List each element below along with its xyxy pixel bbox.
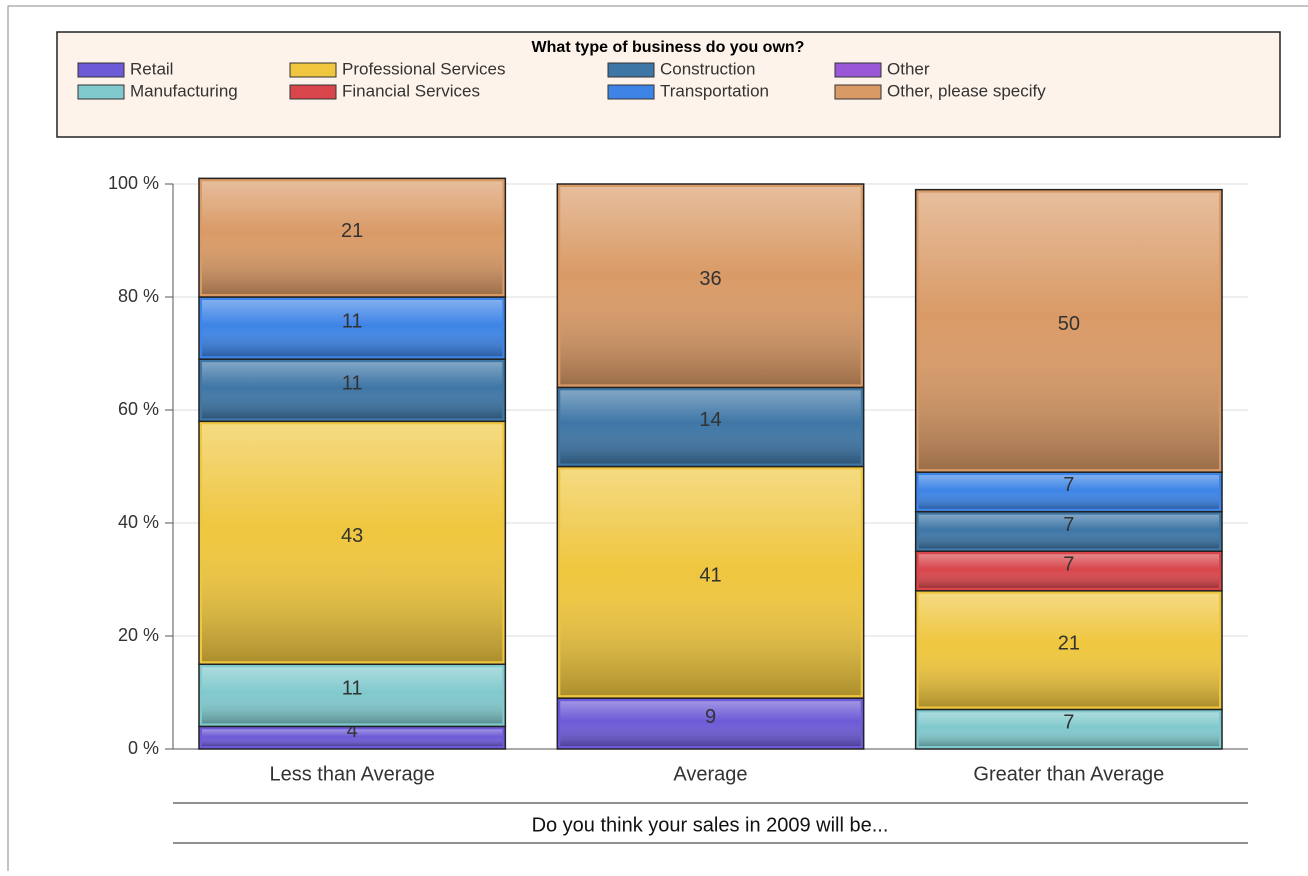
data-label: 7 bbox=[1063, 474, 1074, 496]
legend-title: What type of business do you own? bbox=[532, 39, 805, 56]
data-label: 41 bbox=[699, 565, 721, 587]
legend-swatch bbox=[289, 62, 337, 78]
legend-label: Professional Services bbox=[342, 59, 505, 78]
bar-shine bbox=[560, 390, 861, 464]
legend-swatch bbox=[607, 84, 655, 100]
data-label: 4 bbox=[347, 720, 358, 742]
legend-label: Retail bbox=[130, 59, 173, 78]
legend-box bbox=[56, 31, 1281, 138]
bar-shine bbox=[918, 514, 1220, 549]
bar-shine bbox=[201, 729, 503, 746]
legend-swatch bbox=[77, 84, 125, 100]
legend-swatch bbox=[289, 84, 337, 100]
bar-shine bbox=[201, 424, 503, 662]
bar-shine bbox=[201, 667, 503, 724]
frame bbox=[7, 5, 1308, 871]
data-label: 21 bbox=[341, 220, 363, 242]
data-label: 21 bbox=[1058, 632, 1080, 654]
legend-label: Other, please specify bbox=[887, 81, 1046, 100]
data-label: 7 bbox=[1063, 712, 1074, 734]
data-label: 36 bbox=[699, 268, 721, 290]
data-label: 50 bbox=[1058, 313, 1080, 335]
y-tick-label: 40 % bbox=[118, 512, 159, 532]
data-label: 7 bbox=[1063, 553, 1074, 575]
legend-label: Other bbox=[887, 59, 930, 78]
x-tick-label: Greater than Average bbox=[973, 763, 1164, 785]
bar-shine bbox=[918, 593, 1220, 707]
x-tick-label: Less than Average bbox=[270, 763, 435, 785]
legend-swatch bbox=[77, 62, 125, 78]
bar-shine bbox=[201, 300, 503, 357]
data-label: 7 bbox=[1063, 514, 1074, 536]
y-tick-label: 20 % bbox=[118, 625, 159, 645]
bar-shine bbox=[560, 187, 861, 385]
legend-label: Financial Services bbox=[342, 81, 480, 100]
y-tick-label: 60 % bbox=[118, 399, 159, 419]
data-label: 11 bbox=[342, 373, 363, 395]
legend-swatch bbox=[607, 62, 655, 78]
bar-shine bbox=[918, 712, 1220, 746]
bar-shine bbox=[560, 469, 861, 696]
legend-swatch bbox=[834, 84, 882, 100]
bar-shine bbox=[560, 701, 861, 746]
y-tick-label: 100 % bbox=[108, 173, 159, 193]
x-tick-label: Average bbox=[673, 763, 747, 785]
y-tick-label: 0 % bbox=[128, 738, 159, 758]
x-axis-title: Do you think your sales in 2009 will be.… bbox=[532, 814, 889, 836]
data-label: 11 bbox=[342, 678, 363, 700]
bar-shine bbox=[201, 181, 503, 294]
legend-label: Transportation bbox=[660, 81, 769, 100]
bar-shine bbox=[918, 192, 1220, 470]
data-label: 14 bbox=[699, 409, 721, 431]
bar-shine bbox=[918, 554, 1220, 588]
legend-swatch bbox=[834, 62, 882, 78]
data-label: 9 bbox=[705, 706, 716, 728]
data-label: 43 bbox=[341, 525, 363, 547]
legend-label: Construction bbox=[660, 59, 755, 78]
y-tick-label: 80 % bbox=[118, 286, 159, 306]
legend-label: Manufacturing bbox=[130, 81, 238, 100]
data-label: 11 bbox=[342, 310, 363, 332]
bar-shine bbox=[918, 475, 1220, 509]
bar-shine bbox=[201, 362, 503, 419]
